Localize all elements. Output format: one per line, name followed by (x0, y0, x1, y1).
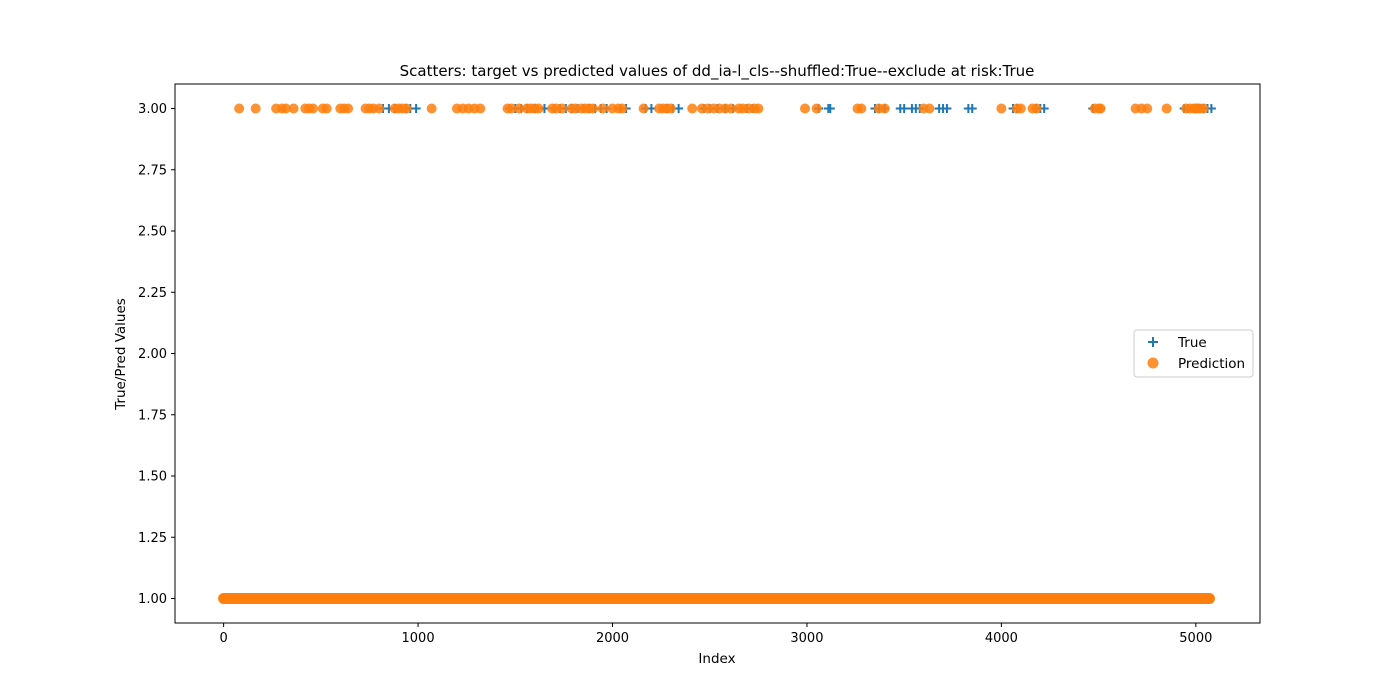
x-axis: 0 1000 2000 3000 4000 5000 (219, 623, 1212, 646)
y-tick-label: 2.50 (138, 225, 167, 240)
prediction-point (856, 103, 867, 114)
y-tick-label: 2.00 (138, 347, 167, 362)
true-point (899, 104, 909, 113)
true-point (411, 104, 421, 113)
prediction-point (234, 103, 245, 114)
prediction-point (1198, 103, 1209, 114)
plot-area-frame (174, 83, 1261, 624)
prediction-point (800, 103, 810, 114)
true-point (825, 104, 835, 113)
prediction-point (1161, 103, 1172, 114)
legend-label-true: True (1177, 335, 1207, 351)
prediction-point (1015, 103, 1026, 114)
y-tick-label: 2.75 (138, 163, 167, 178)
x-tick-label: 4000 (985, 631, 1018, 646)
prediction-point (533, 103, 544, 114)
x-tick-label: 1000 (402, 631, 435, 646)
prediction-point (924, 103, 935, 114)
prediction-point (288, 103, 299, 114)
prediction-point (280, 103, 291, 114)
y-tick-label: 3.00 (138, 102, 167, 117)
true-point (942, 104, 952, 113)
prediction-point (726, 103, 737, 114)
prediction-point (996, 103, 1007, 114)
prediction-point (1142, 103, 1153, 114)
prediction-point (811, 103, 822, 114)
x-tick-label: 5000 (1179, 631, 1212, 646)
prediction-point (250, 103, 261, 114)
legend-label-prediction: Prediction (1178, 356, 1245, 372)
y-tick-label: 1.50 (138, 470, 167, 485)
y-tick-label: 1.75 (138, 408, 167, 423)
x-tick-label: 0 (219, 631, 227, 646)
prediction-point (514, 103, 525, 114)
x-tick-label: 2000 (596, 631, 629, 646)
prediction-point (506, 103, 517, 114)
true-point (967, 104, 977, 113)
prediction-point (687, 103, 698, 114)
y-tick-label: 2.25 (138, 286, 167, 301)
prediction-point (556, 103, 567, 114)
legend: True Prediction (1133, 329, 1254, 378)
x-axis-label: Index (698, 651, 735, 667)
prediction-point (879, 103, 890, 114)
legend-marker-prediction (1147, 357, 1159, 369)
prediction-point (426, 103, 437, 114)
prediction-point (597, 103, 608, 114)
prediction-point (321, 103, 332, 114)
y-tick-label: 1.00 (138, 592, 167, 607)
prediction-point (588, 103, 599, 114)
legend-box (1133, 329, 1254, 378)
prediction-point (753, 103, 764, 114)
y-tick-label: 1.25 (138, 531, 167, 546)
prediction-point (308, 103, 319, 114)
prediction-point (343, 103, 354, 114)
chart-title: Scatters: target vs predicted values of … (400, 62, 1035, 81)
prediction-point (401, 103, 412, 114)
plot-marks (218, 103, 1216, 604)
prediction-point (475, 103, 486, 114)
prediction-point (374, 103, 385, 114)
prediction-point (617, 103, 628, 114)
prediction-point (1031, 103, 1042, 114)
prediction-point (638, 103, 649, 114)
x-tick-label: 3000 (790, 631, 823, 646)
legend-marker-true (1148, 337, 1158, 347)
prediction-point (665, 103, 676, 114)
y-axis: 1.00 1.25 1.50 1.75 2.00 2.25 2.50 2.75 3.00 (138, 102, 175, 607)
prediction-point (1095, 103, 1106, 114)
y-axis-label: True/Pred Values (113, 298, 129, 411)
